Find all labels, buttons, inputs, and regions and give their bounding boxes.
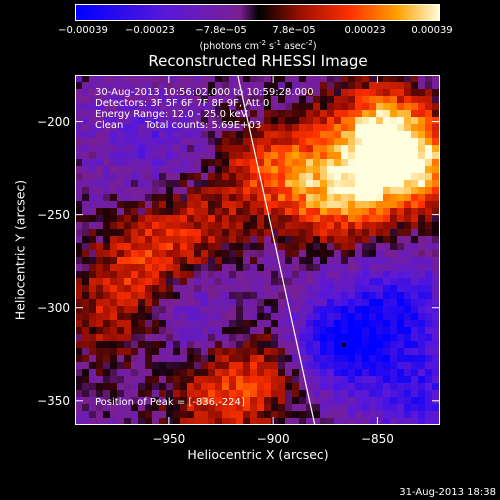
y-tick-label: −300 bbox=[37, 300, 70, 315]
y-tick-label: −250 bbox=[37, 207, 70, 222]
marker-point bbox=[342, 342, 347, 347]
colorbar-tick-label: 7.8e−05 bbox=[272, 25, 316, 36]
x-axis-label: Heliocentric X (arcsec) bbox=[187, 447, 329, 462]
heatmap-plot bbox=[75, 75, 440, 425]
annotation-energy: Energy Range: 12.0 - 25.0 keV bbox=[95, 109, 248, 120]
annotation-total-counts: Total counts: 5.69E+03 bbox=[145, 120, 262, 131]
x-tick-label: −850 bbox=[360, 432, 394, 446]
colorbar-tick-label: 0.00039 bbox=[411, 25, 453, 36]
colorbar-tick-label: −0.00039 bbox=[58, 25, 108, 36]
x-tick-label: −950 bbox=[152, 432, 186, 446]
solar-limb-line bbox=[237, 75, 316, 425]
colorbar bbox=[75, 4, 440, 21]
y-tick-label: −200 bbox=[37, 114, 70, 129]
y-tick-label: −350 bbox=[37, 393, 70, 408]
colorbar-tick-label: −0.00023 bbox=[124, 25, 175, 36]
chart-title: Reconstructed RHESSI Image bbox=[148, 52, 368, 70]
plot-frame bbox=[75, 75, 440, 425]
colorbar-tick-label: 0.00023 bbox=[344, 25, 386, 36]
annotation-detectors: Detectors: 3F 5F 6F 7F 8F 9F, Att 0 bbox=[95, 98, 270, 109]
annotation-time-range: 30-Aug-2013 10:56:02.000 to 10:59:28.000 bbox=[95, 87, 314, 98]
y-axis-label: Heliocentric Y (arcsec) bbox=[12, 179, 28, 321]
annotation-clean: Clean bbox=[95, 120, 124, 131]
heatmap-cells bbox=[75, 75, 440, 425]
colorbar-tick-label: −7.8e−05 bbox=[195, 25, 247, 36]
colorbar-units: (photons cm-2 s-1 asec-2) bbox=[199, 39, 317, 53]
timestamp: 31-Aug-2013 18:38 bbox=[399, 487, 496, 498]
x-tick-label: −900 bbox=[256, 432, 290, 446]
annotation-peak: Position of Peak = [-836,-224] bbox=[95, 397, 245, 408]
